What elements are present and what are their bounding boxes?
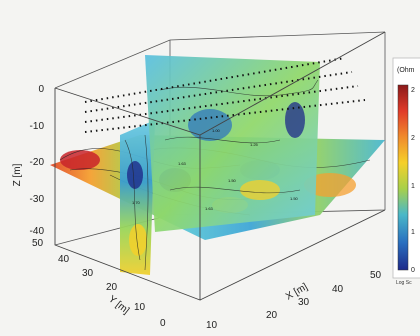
- contour-label: 1.70: [132, 200, 141, 205]
- colorbar-gradient: [397, 84, 409, 271]
- colorbar-tick-0: 2: [411, 87, 415, 94]
- z-tick-0: 0: [38, 84, 44, 95]
- z-tick-2: -20: [30, 157, 45, 168]
- colorbar-tick-4: 0: [411, 267, 415, 274]
- z-axis: Z [m] 0 -10 -20 -30 -40: [12, 84, 44, 237]
- contour-label: 1.25: [250, 142, 259, 147]
- vertical-slice-xz: [120, 120, 155, 275]
- colorbar-tick-2: 1: [411, 183, 415, 190]
- contour-label: 1.50: [290, 196, 299, 201]
- electrode-lines: [84, 57, 366, 133]
- contour-label: 1.63: [178, 161, 187, 166]
- z-tick-3: -30: [30, 194, 45, 205]
- colorbar-footer: Log Sc: [396, 280, 412, 286]
- x-tick-20: 20: [266, 310, 278, 321]
- y-axis-title: Y [m]: [106, 294, 131, 317]
- x-tick-50: 50: [370, 270, 382, 281]
- contour-label: 1.50: [228, 178, 237, 183]
- colorbar: (Ohm 2 2 1 1 0 Log Sc: [392, 57, 420, 286]
- x-tick-40: 40: [332, 284, 344, 295]
- y-tick-40: 40: [58, 254, 70, 265]
- contour-label: 1.63: [205, 206, 214, 211]
- z-tick-4: -40: [30, 226, 45, 237]
- x-tick-30: 30: [298, 297, 310, 308]
- colorbar-tick-3: 1: [411, 229, 415, 236]
- x-axis: 10 20 30 40 50 X [m]: [206, 270, 382, 331]
- colorbar-unit: (Ohm: [397, 67, 415, 74]
- colorbar-tick-1: 2: [411, 135, 415, 142]
- y-tick-20: 20: [106, 282, 118, 293]
- x-tick-10: 10: [206, 320, 218, 331]
- vertical-slice-yz: [145, 55, 320, 232]
- z-tick-1: -10: [30, 121, 45, 132]
- box-front-edges: [54, 31, 386, 301]
- y-tick-30: 30: [82, 268, 94, 279]
- z-axis-title: Z [m]: [12, 163, 23, 186]
- contour-label: 1.00: [212, 128, 221, 133]
- y-tick-50: 50: [32, 238, 44, 249]
- y-tick-0: 0: [160, 318, 166, 329]
- contour-labels: 1.00 1.63 1.50 1.25 1.70 1.63 1.50: [132, 128, 299, 211]
- y-tick-10: 10: [134, 302, 146, 313]
